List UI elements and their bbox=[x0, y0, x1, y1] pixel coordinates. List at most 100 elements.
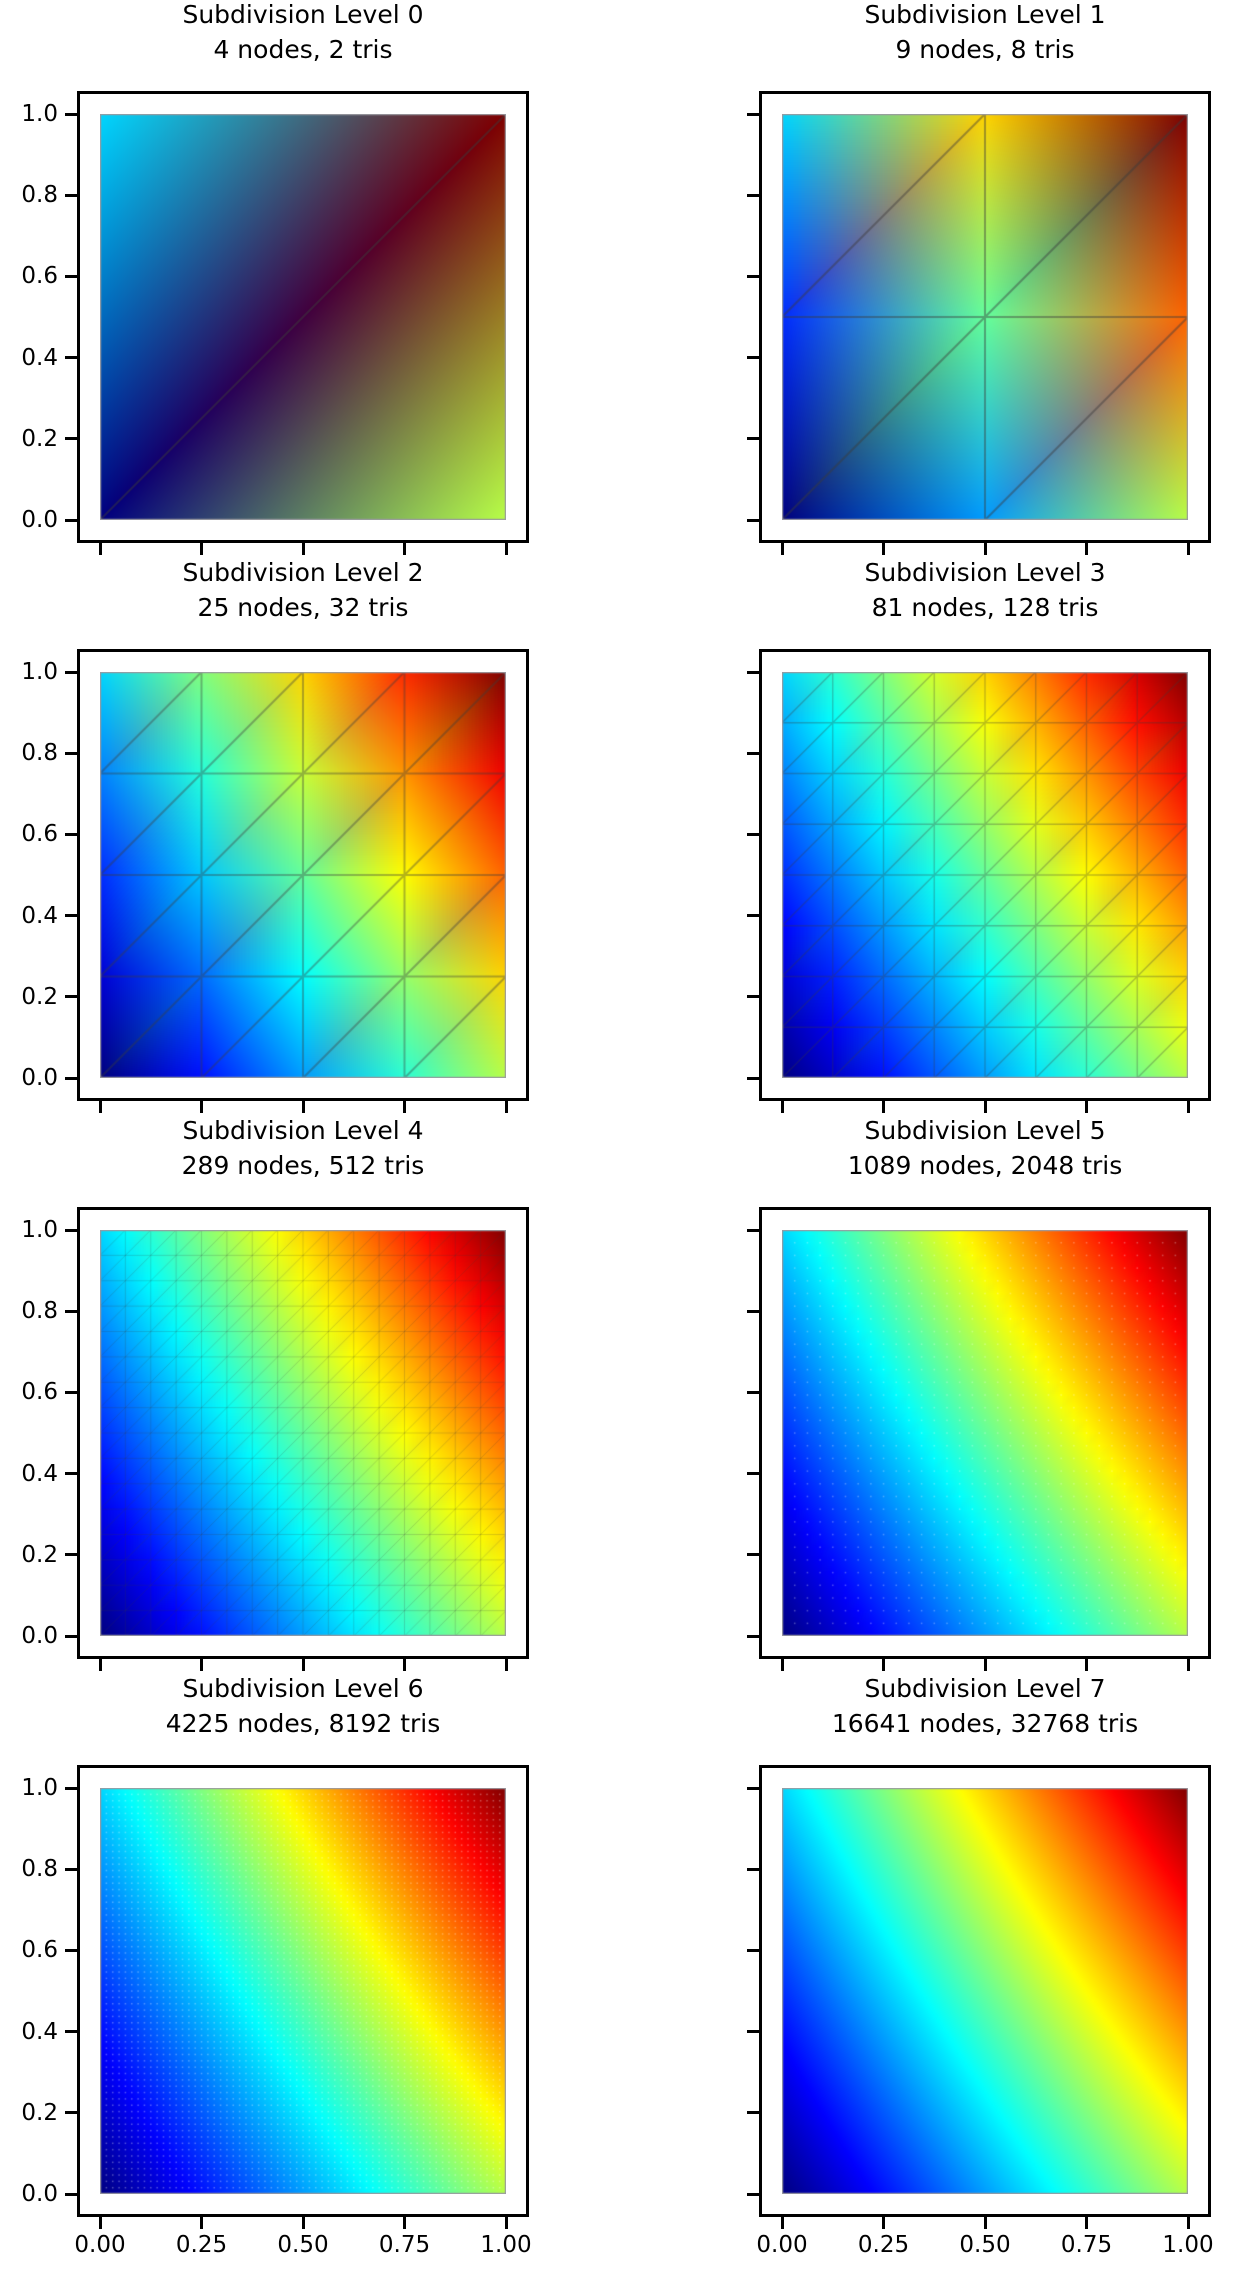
subplot-title: Subdivision Level 7 bbox=[864, 1674, 1106, 1703]
y-tick-mark bbox=[747, 751, 759, 755]
subplot-subtitle: 25 nodes, 32 tris bbox=[197, 593, 409, 622]
y-tick-label: 1.0 bbox=[21, 659, 58, 685]
subplot-subtitle: 289 nodes, 512 tris bbox=[181, 1151, 425, 1180]
y-tick-label: 0.0 bbox=[21, 507, 58, 533]
x-tick-mark bbox=[98, 1101, 102, 1113]
x-tick-mark bbox=[200, 2217, 203, 2229]
y-tick-mark bbox=[747, 112, 759, 116]
y-tick-mark bbox=[65, 670, 77, 674]
y-tick-mark bbox=[65, 1076, 77, 1080]
y-tick-mark bbox=[65, 1948, 77, 1952]
y-tick-mark bbox=[747, 193, 759, 197]
y-tick-label: 1.0 bbox=[21, 1775, 58, 1801]
x-tick-mark bbox=[403, 1101, 406, 1113]
y-tick-mark bbox=[747, 1786, 759, 1790]
subplot-title-block: Subdivision Level 3 81 nodes, 128 tris bbox=[685, 555, 1238, 625]
y-tick-mark bbox=[747, 1228, 759, 1232]
x-tick-label: 0.25 bbox=[175, 2232, 228, 2258]
x-tick-mark bbox=[98, 1659, 102, 1671]
x-tick-mark bbox=[301, 1659, 305, 1671]
x-tick-mark bbox=[983, 1659, 987, 1671]
x-tick-mark bbox=[1186, 543, 1190, 555]
subplot-title: Subdivision Level 0 bbox=[182, 0, 424, 29]
mesh-canvas-level-0 bbox=[100, 114, 506, 520]
mesh-canvas-level-7 bbox=[782, 1788, 1188, 2194]
y-tick-mark bbox=[65, 1867, 77, 1871]
mesh-canvas-level-5 bbox=[782, 1230, 1188, 1636]
y-tick-label: 0.8 bbox=[21, 1298, 58, 1325]
subplot-level-3: Subdivision Level 3 81 nodes, 128 tris bbox=[747, 558, 1211, 1113]
y-tick-mark bbox=[65, 193, 77, 197]
x-tick-label: 1.00 bbox=[480, 2232, 532, 2258]
subplot-level-7: Subdivision Level 7 16641 nodes, 32768 t… bbox=[747, 1674, 1214, 2258]
x-tick-mark bbox=[1085, 1659, 1088, 1671]
subplot-level-2: Subdivision Level 2 25 nodes, 32 tris 0.… bbox=[21, 558, 529, 1113]
x-tick-mark bbox=[403, 543, 406, 555]
x-tick-mark bbox=[1186, 1659, 1190, 1671]
x-tick-mark bbox=[504, 543, 508, 555]
y-tick-label: 0.4 bbox=[21, 1460, 58, 1487]
y-tick-mark bbox=[65, 1390, 77, 1394]
x-tick-label: 0.00 bbox=[74, 2232, 126, 2258]
y-tick-mark bbox=[747, 914, 759, 918]
y-tick-mark bbox=[747, 356, 759, 360]
y-tick-label: 0.2 bbox=[21, 1541, 58, 1568]
subplot-title-block: Subdivision Level 7 16641 nodes, 32768 t… bbox=[685, 1671, 1238, 1741]
y-tick-mark bbox=[65, 112, 77, 116]
y-tick-label: 0.6 bbox=[21, 1379, 58, 1406]
x-tick-mark bbox=[200, 543, 203, 555]
x-tick-mark bbox=[1186, 1101, 1190, 1113]
x-tick-mark bbox=[983, 1101, 987, 1113]
x-tick-mark bbox=[504, 2217, 508, 2229]
mesh-canvas-level-1 bbox=[782, 114, 1188, 520]
subplot-title-block: Subdivision Level 0 4 nodes, 2 tris bbox=[3, 0, 603, 67]
subplot-title: Subdivision Level 5 bbox=[864, 1116, 1106, 1145]
y-tick-mark bbox=[65, 2030, 77, 2034]
x-tick-label: 0.00 bbox=[756, 2232, 808, 2258]
mesh-canvas-level-2 bbox=[100, 672, 506, 1078]
subplot-title: Subdivision Level 1 bbox=[864, 0, 1106, 29]
y-tick-label: 0.0 bbox=[21, 2181, 58, 2207]
subplot-subtitle: 1089 nodes, 2048 tris bbox=[847, 1151, 1123, 1180]
x-tick-mark bbox=[200, 1101, 203, 1113]
subplot-title-block: Subdivision Level 6 4225 nodes, 8192 tri… bbox=[3, 1671, 603, 1741]
y-tick-mark bbox=[65, 274, 77, 278]
y-tick-label: 0.4 bbox=[21, 344, 58, 371]
y-tick-mark bbox=[65, 356, 77, 360]
subplot-level-5: Subdivision Level 5 1089 nodes, 2048 tri… bbox=[747, 1116, 1211, 1671]
x-tick-mark bbox=[1085, 1101, 1088, 1113]
subplot-title: Subdivision Level 4 bbox=[182, 1116, 424, 1145]
y-tick-mark bbox=[747, 995, 759, 999]
y-tick-label: 0.2 bbox=[21, 983, 58, 1010]
subplot-subtitle: 16641 nodes, 32768 tris bbox=[831, 1709, 1139, 1738]
x-tick-mark bbox=[301, 2217, 305, 2229]
x-tick-mark bbox=[301, 543, 305, 555]
y-tick-label: 0.4 bbox=[21, 2018, 58, 2045]
y-tick-mark bbox=[747, 2111, 759, 2115]
y-tick-mark bbox=[65, 437, 77, 441]
x-tick-label: 0.75 bbox=[378, 2232, 431, 2258]
subplot-subtitle: 4 nodes, 2 tris bbox=[213, 35, 393, 64]
y-tick-mark bbox=[65, 1553, 77, 1557]
y-tick-mark bbox=[747, 2192, 759, 2196]
y-tick-label: 1.0 bbox=[21, 101, 58, 127]
y-tick-mark bbox=[747, 1948, 759, 1952]
x-tick-mark bbox=[1186, 2217, 1190, 2229]
subplot-level-0: Subdivision Level 0 4 nodes, 2 tris 0.0 0… bbox=[21, 0, 529, 555]
x-tick-mark bbox=[780, 543, 784, 555]
subplot-subtitle: 9 nodes, 8 tris bbox=[895, 35, 1075, 64]
subplot-title-block: Subdivision Level 1 9 nodes, 8 tris bbox=[685, 0, 1238, 67]
x-tick-mark bbox=[780, 1659, 784, 1671]
y-tick-label: 0.8 bbox=[21, 740, 58, 767]
x-tick-mark bbox=[504, 1659, 508, 1671]
y-tick-label: 0.6 bbox=[21, 821, 58, 848]
x-tick-label: 0.25 bbox=[857, 2232, 910, 2258]
y-tick-mark bbox=[747, 1076, 759, 1080]
subplot-subtitle: 81 nodes, 128 tris bbox=[871, 593, 1099, 622]
y-tick-mark bbox=[65, 1786, 77, 1790]
y-tick-label: 0.2 bbox=[21, 425, 58, 452]
x-tick-mark bbox=[1085, 543, 1088, 555]
y-tick-label: 0.2 bbox=[21, 2099, 58, 2126]
y-tick-mark bbox=[747, 437, 759, 441]
